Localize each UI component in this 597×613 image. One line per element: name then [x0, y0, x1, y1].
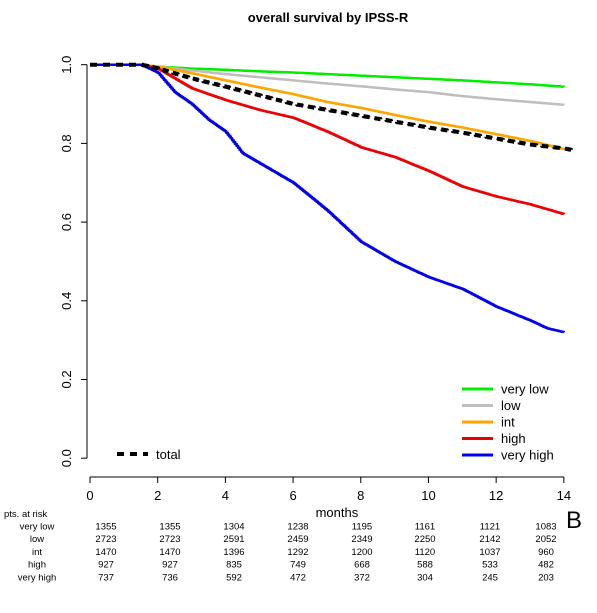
risk-cell: 1292	[287, 547, 308, 558]
risk-cell: 1470	[159, 547, 180, 558]
legend-label-total: total	[156, 447, 181, 462]
risk-cell: 1238	[287, 522, 308, 533]
risk-cell: 1355	[159, 522, 180, 533]
series-line-low	[90, 63, 566, 106]
y-tick-label: 0.4	[59, 292, 74, 310]
risk-cell: 1037	[479, 547, 500, 558]
series-line-very-high	[90, 63, 566, 334]
legend-label: int	[501, 415, 515, 430]
series-line-total	[89, 62, 576, 153]
risk-cell: 372	[354, 572, 370, 583]
chart-title: overall survival by IPSS-R	[248, 10, 409, 25]
y-tick-label: 1.0	[59, 56, 74, 74]
series-line-int	[90, 63, 566, 151]
risk-cell: 1355	[95, 522, 116, 533]
panel-letter: B	[566, 507, 582, 534]
axes: 0 2 4 6 8 10 12 14 months 0.0 0.2 0.4 0.6 0.8 1.0	[59, 56, 571, 520]
risk-cell: 1470	[95, 547, 116, 558]
risk-table-header: pts. at risk	[4, 509, 48, 520]
x-tick-label: 14	[557, 488, 571, 503]
legend-label: very high	[501, 448, 554, 463]
series-layer	[89, 62, 576, 334]
risk-cell: 2723	[159, 534, 180, 545]
risk-cell: 749	[290, 560, 306, 571]
risk-row-label: high	[28, 560, 46, 571]
risk-cell: 2052	[535, 534, 556, 545]
series-line-high	[90, 63, 566, 216]
legend-label: very low	[501, 382, 549, 397]
risk-row-label: low	[30, 534, 44, 545]
risk-cell: 482	[538, 560, 554, 571]
x-tick-label: 0	[86, 488, 93, 503]
x-tick-label: 6	[289, 488, 296, 503]
risk-cell: 533	[482, 560, 498, 571]
risk-cell: 1120	[415, 547, 435, 558]
risk-cell: 1083	[535, 522, 556, 533]
risk-cell: 927	[162, 560, 178, 571]
risk-cell: 203	[538, 572, 554, 583]
x-axis-label: months	[316, 505, 359, 520]
risk-cell: 927	[98, 560, 114, 571]
risk-cell: 1195	[352, 522, 372, 533]
risk-table: pts. at risk very low 1355 1355 1304 1238 1195…	[4, 509, 557, 583]
y-tick-label: 0.2	[59, 370, 74, 388]
risk-row-label: int	[32, 547, 42, 558]
risk-cell: 736	[162, 572, 178, 583]
risk-cell: 960	[538, 547, 554, 558]
x-tick-label: 4	[222, 488, 229, 503]
risk-cell: 592	[226, 572, 242, 583]
risk-cell: 2459	[287, 534, 308, 545]
risk-cell: 304	[417, 572, 433, 583]
x-tick-label: 2	[154, 488, 161, 503]
risk-cell: 588	[417, 560, 433, 571]
risk-row-label: very low	[20, 522, 55, 533]
risk-cell: 1121	[480, 522, 500, 533]
legend-label: low	[501, 398, 521, 413]
y-tick-label: 0.0	[59, 449, 74, 467]
risk-cell: 2723	[95, 534, 116, 545]
y-tick-label: 0.8	[59, 134, 74, 152]
legend-label: high	[501, 431, 526, 446]
risk-cell: 1161	[415, 522, 435, 533]
risk-cell: 1304	[223, 522, 244, 533]
risk-cell: 245	[482, 572, 498, 583]
risk-cell: 2349	[351, 534, 372, 545]
risk-cell: 2250	[414, 534, 435, 545]
risk-cell: 1396	[223, 547, 244, 558]
risk-cell: 668	[354, 560, 370, 571]
risk-cell: 1200	[351, 547, 372, 558]
y-tick-label: 0.6	[59, 213, 74, 231]
risk-cell: 2591	[223, 534, 244, 545]
risk-cell: 472	[290, 572, 306, 583]
risk-cell: 835	[226, 560, 242, 571]
x-tick-label: 10	[421, 488, 435, 503]
risk-cell: 2142	[479, 534, 500, 545]
x-tick-label: 8	[357, 488, 364, 503]
x-tick-label: 12	[489, 488, 503, 503]
series-line-very-low	[90, 63, 566, 88]
risk-cell: 737	[98, 572, 114, 583]
risk-row-label: very high	[18, 572, 57, 583]
